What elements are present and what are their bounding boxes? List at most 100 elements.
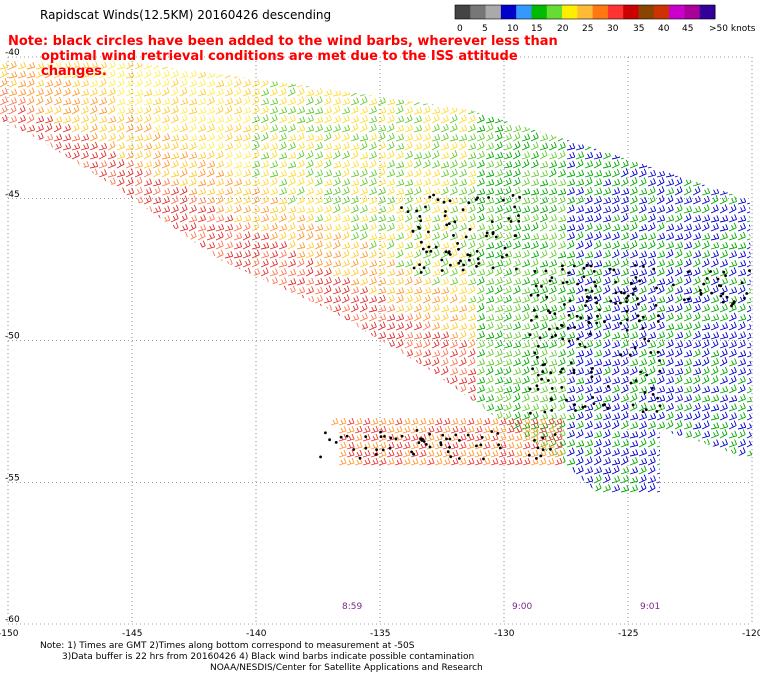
wind-barb [35, 377, 45, 385]
contamination-dot [485, 234, 488, 238]
wind-barb [710, 105, 719, 115]
wind-barb [485, 385, 495, 394]
wind-barb [0, 205, 9, 214]
wind-barb [197, 258, 206, 268]
wind-barb [242, 358, 251, 367]
wind-barb [530, 250, 540, 259]
wind-barb [143, 420, 152, 430]
wind-barb [620, 177, 629, 187]
wind-barb [674, 186, 683, 196]
wind-barb [710, 87, 719, 97]
wind-barb [719, 69, 728, 79]
wind-barb [260, 267, 269, 277]
wind-barb [692, 214, 702, 223]
wind-barb [458, 393, 467, 403]
wind-barb [215, 178, 225, 187]
wind-barb [647, 186, 656, 196]
wind-barb [359, 106, 369, 115]
wind-barb [647, 395, 657, 403]
wind-barb [278, 466, 287, 475]
wind-barb [701, 168, 710, 178]
wind-barb [350, 330, 359, 340]
wind-barb [566, 312, 575, 322]
wind-barb [458, 483, 467, 493]
wind-barb [377, 223, 387, 232]
wind-barb [557, 169, 566, 178]
contamination-dot [573, 403, 576, 407]
wind-barb [80, 385, 90, 394]
wind-barb [341, 268, 351, 277]
wind-barb [314, 224, 324, 232]
wind-barb [395, 277, 405, 286]
wind-barb [188, 420, 197, 430]
wind-barb [62, 332, 72, 340]
wind-barb [701, 294, 710, 304]
wind-barb [539, 303, 548, 313]
wind-barb [62, 187, 71, 196]
wind-barb [143, 402, 152, 412]
wind-barb [701, 151, 711, 160]
wind-barb [404, 412, 414, 421]
wind-barb [683, 303, 692, 313]
wind-barb [89, 358, 99, 367]
wind-barb [152, 105, 161, 115]
wind-barb [170, 195, 179, 205]
wind-barb [395, 124, 405, 133]
wind-barb [710, 350, 720, 358]
wind-barb [692, 133, 702, 142]
wind-barb [692, 447, 701, 457]
wind-barb [746, 132, 752, 142]
wind-barb [719, 195, 728, 205]
wind-barb [521, 340, 531, 349]
wind-barb [197, 295, 206, 304]
wind-barb [422, 475, 432, 484]
wind-barb [161, 123, 170, 133]
wind-barb [305, 249, 314, 259]
contamination-dot [631, 403, 635, 407]
wind-barb [152, 114, 161, 124]
wind-barb [584, 411, 593, 421]
wind-barb [701, 177, 710, 187]
wind-barb [710, 385, 720, 394]
wind-barb [521, 287, 531, 295]
wind-barb [593, 276, 602, 286]
wind-barb [404, 96, 413, 106]
contamination-dot [374, 453, 378, 456]
wind-barb [485, 78, 494, 88]
wind-barb [593, 358, 603, 367]
wind-barb [341, 385, 351, 394]
wind-barb [80, 161, 90, 169]
wind-barb [449, 168, 458, 178]
wind-barb [431, 223, 441, 232]
contamination-dot [647, 339, 650, 343]
wind-barb [692, 330, 701, 340]
wind-barb [116, 87, 125, 97]
wind-barb [296, 349, 305, 358]
wind-barb [125, 331, 135, 340]
wind-barb [449, 134, 459, 142]
wind-barb [35, 205, 45, 214]
wind-barb [665, 89, 675, 97]
wind-barb [467, 114, 476, 124]
wind-barb [350, 368, 360, 376]
wind-barb [701, 385, 711, 394]
wind-barb [656, 141, 665, 151]
wind-barb [386, 87, 395, 97]
wind-barb [44, 286, 54, 295]
wind-barb [728, 123, 737, 133]
wind-barb [737, 250, 747, 259]
wind-barb [305, 177, 314, 187]
wind-barb [359, 187, 368, 196]
wind-barb [53, 116, 63, 124]
wind-barb [665, 241, 675, 250]
wind-barb [341, 178, 351, 187]
contamination-dot [561, 264, 564, 268]
wind-barb [426, 449, 435, 458]
wind-barb [377, 196, 386, 205]
wind-barb [188, 177, 197, 187]
wind-barb [476, 105, 485, 115]
wind-barb [314, 465, 323, 475]
wind-barb [701, 160, 711, 169]
wind-barb [575, 322, 584, 331]
wind-barb [368, 474, 377, 484]
